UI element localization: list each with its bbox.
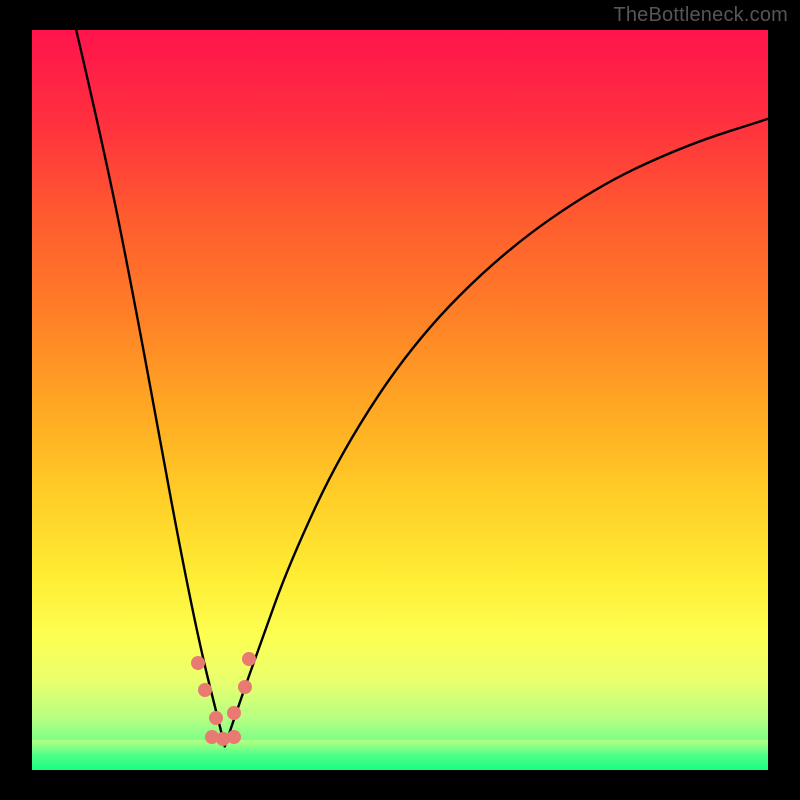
frame-bottom (0, 770, 800, 800)
frame-right (768, 0, 800, 800)
chart-marker (191, 656, 205, 670)
chart-marker (242, 652, 256, 666)
chart-marker (227, 706, 241, 720)
chart-marker (227, 730, 241, 744)
chart-plot-area (32, 30, 768, 770)
chart-curve-svg (32, 30, 768, 770)
chart-left-branch (76, 30, 225, 746)
chart-marker (198, 683, 212, 697)
chart-marker (238, 680, 252, 694)
watermark-text: TheBottleneck.com (613, 4, 788, 27)
chart-marker (209, 711, 223, 725)
frame-left (0, 0, 32, 800)
chart-right-branch (225, 119, 768, 747)
